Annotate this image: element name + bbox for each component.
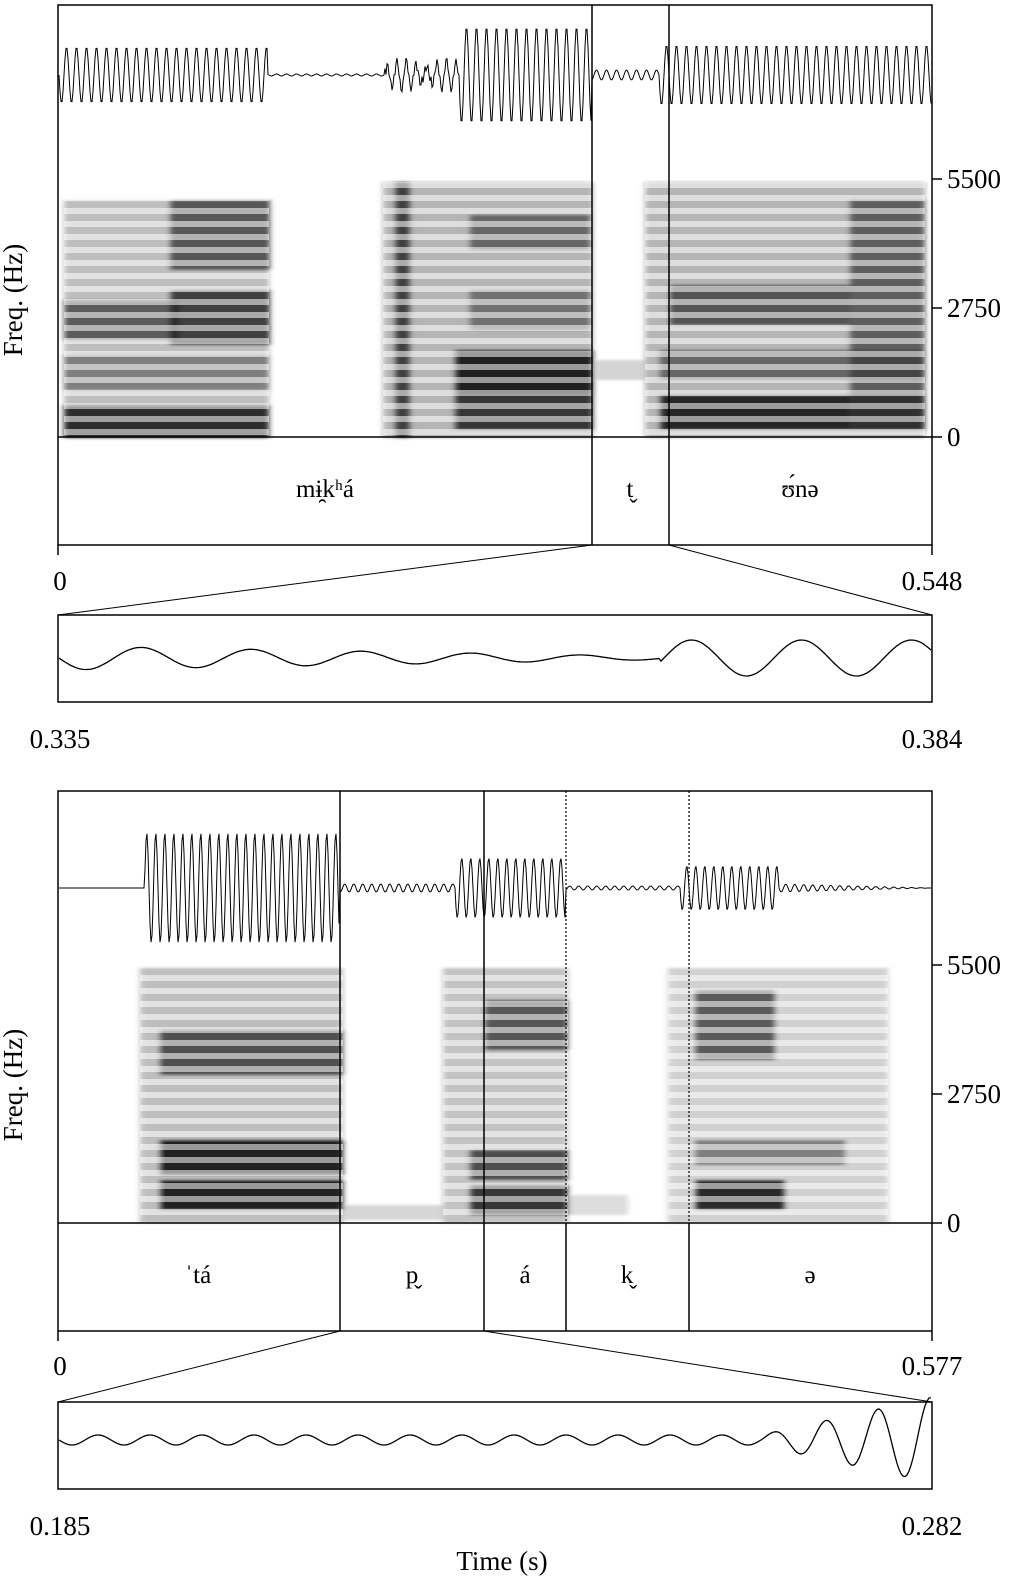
top-zoom-waveform (58, 639, 932, 677)
top-time-axis: 0 0.548 (53, 545, 962, 596)
top-time-start: 0 (53, 566, 67, 596)
top-segment-label-2: t̬ (627, 476, 638, 503)
top-frame (57, 4, 933, 546)
top-spectrogram (64, 182, 925, 438)
x-axis-label: Time (s) (456, 1546, 547, 1576)
bottom-zoom-connector-left (57, 1330, 341, 1403)
bottom-time-end: 0.577 (902, 1351, 963, 1381)
top-freq-tick-5500: 5500 (947, 164, 1001, 194)
bottom-spectrogram (140, 968, 888, 1223)
top-segment-label-1: mɨ̯kʰá (296, 476, 354, 503)
bottom-segment-label-1: ˈtá (185, 1262, 211, 1289)
bottom-zoom-end: 0.282 (902, 1511, 963, 1541)
bottom-segment-label-5: ə (804, 1262, 815, 1289)
bottom-y-axis-label: Freq. (Hz) (0, 1029, 28, 1141)
top-freq-tick-0: 0 (947, 422, 961, 452)
top-freq-ticks: 5500 2750 0 (932, 164, 1001, 452)
bottom-zoom-frame (57, 1401, 933, 1490)
bottom-freq-ticks: 5500 2750 0 (932, 950, 1001, 1238)
bottom-freq-tick-2750: 2750 (947, 1079, 1001, 1109)
top-y-axis-label: Freq. (Hz) (0, 244, 28, 356)
bottom-zoom-connector-right (483, 1330, 933, 1403)
bottom-time-start: 0 (53, 1351, 67, 1381)
top-zoom-start: 0.335 (30, 724, 91, 754)
bottom-segment-label-3: á (519, 1262, 530, 1289)
top-segment-label-3: ʊ́nə (781, 474, 818, 503)
bottom-freq-tick-0: 0 (947, 1208, 961, 1238)
bottom-zoom-panel: 0.185 0.282 (30, 1397, 963, 1541)
top-freq-tick-2750: 2750 (947, 293, 1001, 323)
top-zoom-connector-right (668, 544, 933, 616)
bottom-segment-label-4: k̬ (621, 1262, 638, 1289)
top-panel: 5500 2750 0 Freq. (Hz) mɨ̯kʰá t̬ ʊ́nə 0 … (0, 4, 1001, 754)
top-waveform (58, 28, 932, 122)
bottom-panel: 5500 2750 0 Freq. (Hz) ˈtá p̬ á k̬ ə 0 0… (0, 790, 1001, 1541)
top-time-end: 0.548 (902, 566, 963, 596)
bottom-frame (57, 790, 933, 1332)
bottom-segment-label-2: p̬ (406, 1262, 423, 1289)
bottom-zoom-start: 0.185 (30, 1511, 91, 1541)
top-zoom-panel: 0.335 0.384 (30, 614, 963, 754)
top-zoom-frame (57, 614, 933, 703)
bottom-waveform (59, 833, 931, 943)
bottom-zoom-waveform (58, 1397, 932, 1478)
bottom-time-axis: 0 0.577 (53, 1331, 962, 1381)
top-zoom-connector-left (57, 544, 593, 616)
bottom-freq-tick-5500: 5500 (947, 950, 1001, 980)
top-zoom-end: 0.384 (902, 724, 963, 754)
